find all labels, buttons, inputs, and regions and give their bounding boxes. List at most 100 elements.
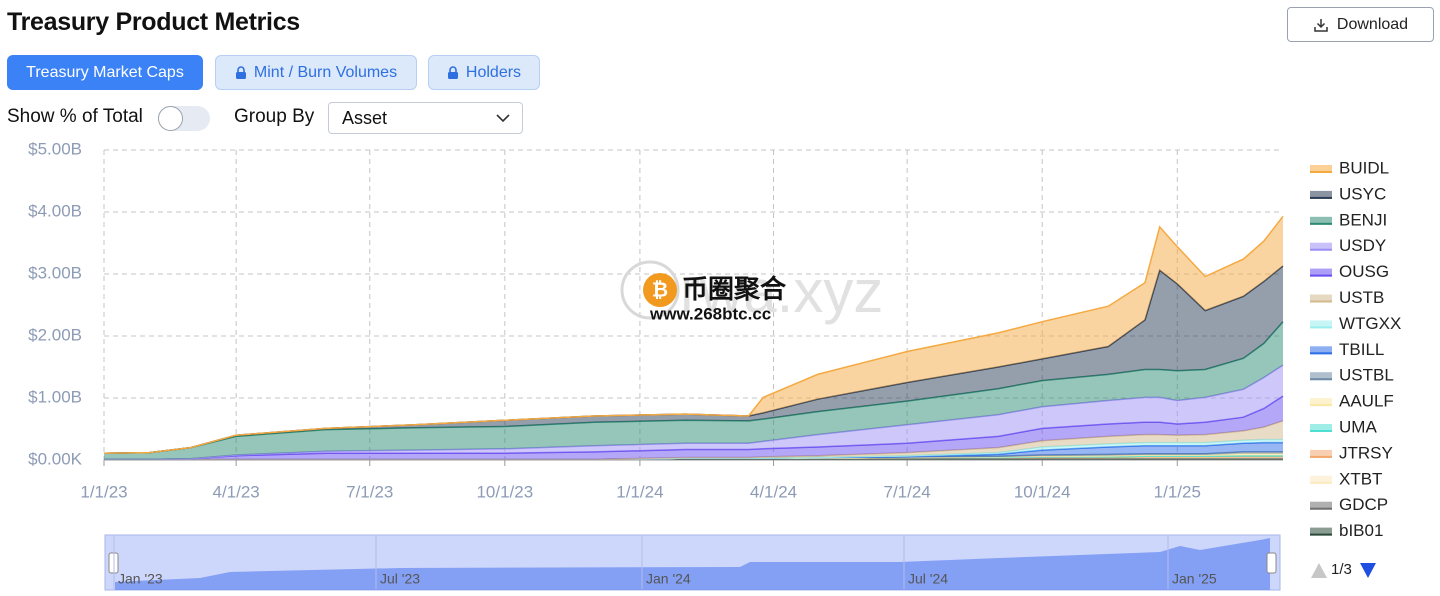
legend-swatch-edge (1310, 171, 1332, 173)
group-by-label: Group By (234, 106, 315, 127)
legend-swatch-edge (1310, 248, 1332, 251)
tab-label: Holders (465, 63, 522, 81)
legend-swatch (1310, 527, 1332, 536)
area (104, 365, 1283, 460)
navigator-label: Jan '23 (118, 571, 163, 587)
y-tick-label: $4.00B (28, 201, 82, 220)
select-value: Asset (342, 108, 388, 128)
area (104, 439, 1283, 460)
legend-label: TBILL (1339, 340, 1384, 359)
area (104, 216, 1283, 454)
legend-label: JTRSY (1339, 443, 1393, 462)
legend-swatch-edge (1310, 196, 1332, 199)
legend-swatch (1310, 294, 1332, 303)
toggle-label: Show % of Total (7, 106, 143, 127)
chevron-icon (496, 114, 510, 123)
legend-swatch-edge (1310, 404, 1332, 407)
legend-swatch-edge (1310, 222, 1332, 225)
legend-swatch (1310, 475, 1332, 484)
legend-label: AAULF (1339, 392, 1394, 411)
y-tick-label: $5.00B (28, 139, 82, 158)
legend-swatch-edge (1310, 378, 1332, 381)
tab-label: Mint / Burn Volumes (253, 63, 398, 81)
toggle-knob (158, 106, 183, 131)
legend-pager: 1/3 (1331, 561, 1352, 578)
tab[interactable]: Mint / Burn Volumes (215, 55, 417, 90)
watermark-site: rwa.xyz (680, 258, 883, 325)
legend-label: XTBT (1339, 469, 1382, 488)
pager-down[interactable] (1360, 563, 1376, 578)
y-tick-label: $1.00B (28, 387, 82, 406)
legend-label: USDY (1339, 236, 1386, 255)
x-tick-label: 4/1/24 (750, 482, 797, 501)
x-tick-label: 7/1/24 (883, 482, 930, 501)
x-tick-label: 10/1/24 (1014, 482, 1071, 501)
navigator-label: Jul '24 (908, 571, 948, 587)
legend-swatch (1310, 216, 1332, 225)
legend-swatch (1310, 346, 1332, 355)
legend-label: WTGXX (1339, 314, 1401, 333)
legend-label: GDCP (1339, 495, 1388, 514)
legend-swatch-edge (1310, 507, 1332, 510)
watermark-coin (643, 273, 677, 307)
y-tick-label: $2.00B (28, 325, 82, 344)
legend-label: BENJI (1339, 210, 1387, 229)
tab[interactable]: Holders (428, 55, 540, 90)
tab-label: Treasury Market Caps (26, 63, 184, 81)
lock-icon (447, 65, 458, 79)
group-by-select[interactable]: Asset (328, 102, 523, 134)
legend-swatch (1310, 268, 1332, 277)
watermark-brand: 币圈聚合 (682, 274, 787, 304)
legend-swatch (1310, 398, 1332, 407)
x-tick-label: 7/1/23 (346, 482, 393, 501)
legend-swatch-edge (1310, 455, 1332, 458)
navigator-label: Jan '25 (1172, 571, 1217, 587)
legend-label: BUIDL (1339, 158, 1389, 177)
legend-swatch (1310, 190, 1332, 199)
watermark-coin-symbol: ₿ (652, 279, 668, 301)
legend-swatch (1310, 501, 1332, 510)
legend-swatch-edge (1310, 533, 1332, 536)
legend-label: USTB (1339, 288, 1384, 307)
y-tick-label: $0.00K (28, 449, 83, 468)
legend-swatch (1310, 320, 1332, 329)
area-edge (103, 215, 1284, 454)
page-title: Treasury Product Metrics (7, 8, 300, 36)
watermark-globe (620, 260, 680, 320)
area (104, 265, 1283, 454)
legend-label: USTBL (1339, 366, 1394, 385)
legend-swatch-edge (1310, 274, 1332, 277)
navigator-preview (115, 538, 1270, 590)
legend-label: UMA (1339, 417, 1377, 436)
legend-swatch-edge (1310, 352, 1332, 355)
legend-label: USYC (1339, 184, 1386, 203)
legend-swatch-edge (1310, 430, 1332, 432)
legend-label: bIB01 (1339, 521, 1383, 540)
pager-up[interactable] (1311, 563, 1327, 578)
area (104, 321, 1283, 460)
download-icon (1314, 18, 1328, 32)
x-tick-label: 1/1/24 (616, 482, 663, 501)
x-tick-label: 1/1/23 (80, 482, 127, 501)
legend-swatch-edge (1310, 326, 1332, 329)
legend-swatch (1310, 424, 1332, 432)
download-label: Download (1336, 15, 1409, 33)
area (104, 420, 1283, 460)
legend-swatch-edge (1310, 481, 1332, 484)
y-tick-label: $3.00B (28, 263, 82, 282)
tab[interactable]: Treasury Market Caps (7, 55, 203, 90)
navigator-label: Jan '24 (646, 571, 691, 587)
legend-swatch (1310, 165, 1332, 173)
x-tick-label: 10/1/23 (476, 482, 533, 501)
navigator-handle[interactable] (1266, 552, 1277, 574)
x-tick-label: 1/1/25 (1154, 482, 1201, 501)
percent-toggle[interactable] (158, 106, 210, 131)
x-tick-label: 4/1/23 (213, 482, 260, 501)
download-button[interactable]: Download (1287, 7, 1434, 42)
legend-swatch (1310, 372, 1332, 381)
navigator-label: Jul '23 (380, 571, 420, 587)
legend-swatch (1310, 242, 1332, 251)
legend-label: OUSG (1339, 262, 1389, 281)
